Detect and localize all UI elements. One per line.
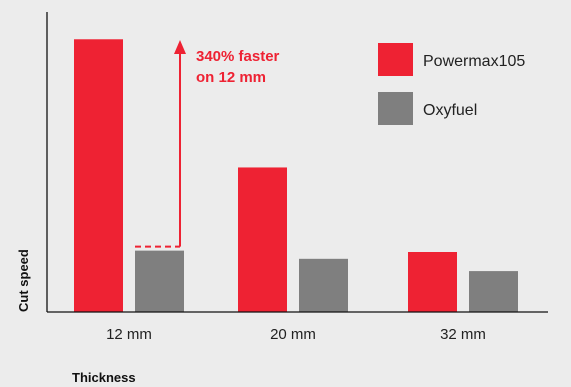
legend-swatch-powermax105 <box>378 43 413 76</box>
annotation-text-line2: on 12 mm <box>196 69 266 86</box>
legend-label-oxyfuel: Oxyfuel <box>423 102 477 119</box>
bar-oxyfuel-12mm <box>135 250 184 312</box>
legend-label-powermax105: Powermax105 <box>423 53 525 70</box>
annotation-text-line1: 340% faster <box>196 48 280 65</box>
annotation-arrow-head <box>174 40 186 54</box>
legend: Powermax105 Oxyfuel <box>378 43 525 125</box>
bar-powermax105-20mm <box>238 167 287 312</box>
speed-annotation: 340% faster on 12 mm <box>135 40 280 248</box>
y-axis-title: Cut speed <box>16 249 31 312</box>
legend-swatch-oxyfuel <box>378 92 413 125</box>
bar-powermax105-32mm <box>408 252 457 312</box>
x-tick-label: 20 mm <box>270 326 316 343</box>
bars-group <box>74 39 518 312</box>
bar-oxyfuel-32mm <box>469 271 518 312</box>
bar-oxyfuel-20mm <box>299 258 348 312</box>
x-tick-label: 12 mm <box>106 326 152 343</box>
x-axis-title: Thickness <box>72 370 136 385</box>
bar-powermax105-12mm <box>74 39 123 312</box>
x-tick-labels: 12 mm 20 mm 32 mm <box>106 326 486 343</box>
x-tick-label: 32 mm <box>440 326 486 343</box>
